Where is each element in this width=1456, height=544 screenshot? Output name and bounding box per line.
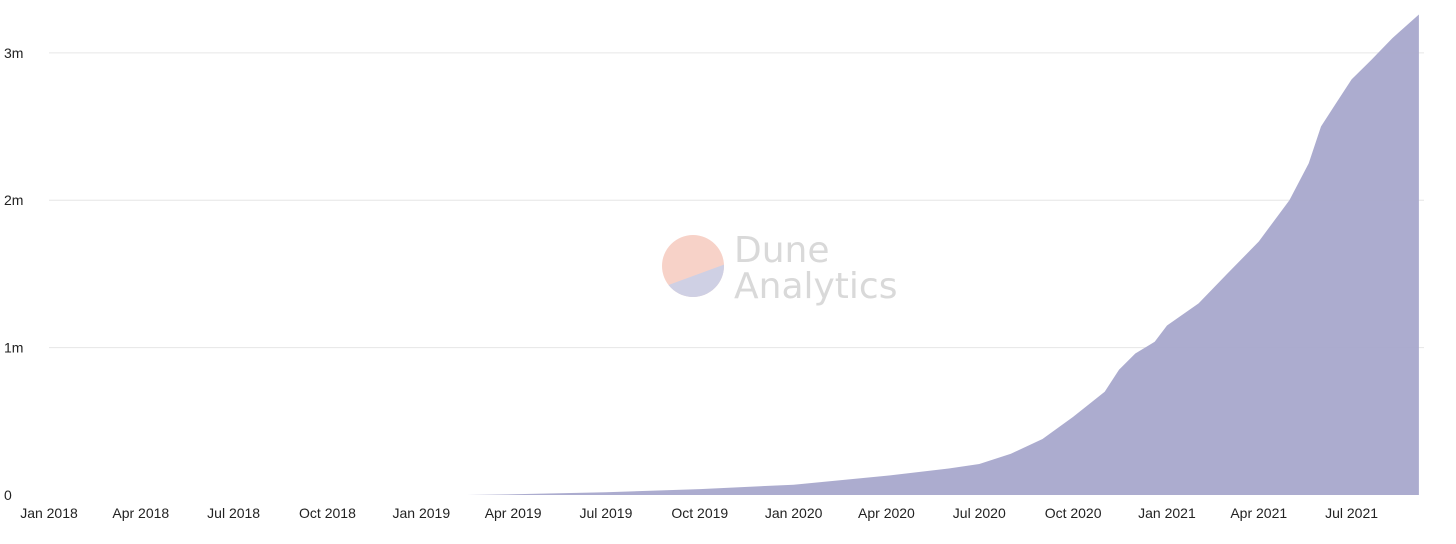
y-tick-label: 2m <box>4 192 23 208</box>
y-tick-label: 0 <box>4 487 12 503</box>
y-tick-label: 3m <box>4 45 23 61</box>
plot-area <box>467 14 1419 495</box>
x-tick-label: Jan 2021 <box>1138 505 1196 521</box>
x-tick-label: Jan 2019 <box>393 505 451 521</box>
watermark-word-analytics: Analytics <box>734 266 897 307</box>
x-tick-label: Oct 2020 <box>1045 505 1102 521</box>
x-tick-label: Jul 2020 <box>953 505 1006 521</box>
x-tick-label: Jul 2018 <box>207 505 260 521</box>
y-tick-label: 1m <box>4 340 23 356</box>
series-area <box>467 14 1419 495</box>
x-tick-label: Jan 2020 <box>765 505 823 521</box>
x-axis: Jan 2018 Apr 2018 Jul 2018 Oct 2018 Jan 2019… <box>20 505 1378 521</box>
x-tick-label: Jul 2021 <box>1325 505 1378 521</box>
x-tick-label: Apr 2020 <box>858 505 915 521</box>
x-tick-label: Oct 2019 <box>671 505 728 521</box>
x-tick-label: Apr 2021 <box>1230 505 1287 521</box>
watermark-word-dune: Dune <box>734 230 830 271</box>
dune-analytics-watermark: Dune Analytics <box>662 230 897 307</box>
dune-logo-icon <box>662 235 724 297</box>
x-tick-label: Jan 2018 <box>20 505 78 521</box>
x-tick-label: Oct 2018 <box>299 505 356 521</box>
x-tick-label: Apr 2019 <box>485 505 542 521</box>
x-tick-label: Jul 2019 <box>579 505 632 521</box>
x-tick-label: Apr 2018 <box>112 505 169 521</box>
y-axis: 0 1m 2m 3m <box>4 45 23 503</box>
